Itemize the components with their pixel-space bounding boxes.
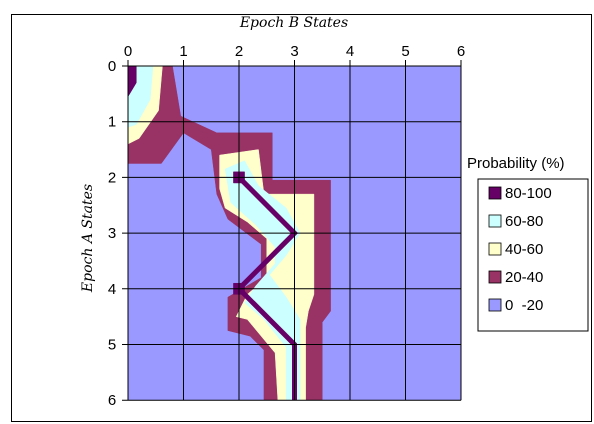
x-axis-title: Epoch B States <box>239 15 348 31</box>
x-tick-label: 5 <box>401 43 409 60</box>
legend-swatch <box>488 270 502 284</box>
y-tick-label: 2 <box>108 169 116 186</box>
y-tick-label: 4 <box>108 281 116 298</box>
y-tick-label: 5 <box>108 337 116 354</box>
legend-label: 80-100 <box>505 185 552 202</box>
x-tick-label: 2 <box>235 43 243 60</box>
y-axis-title: Epoch A States <box>80 184 96 293</box>
legend-label: 60-80 <box>505 213 543 230</box>
chart-frame: 0 1 2 3 4 5 6 0 1 2 3 4 5 6 Epoch B States Epoch A St… <box>11 14 592 422</box>
x-tick-label: 6 <box>457 43 465 60</box>
grid <box>122 60 462 401</box>
x-tick-label: 0 <box>124 43 132 60</box>
legend-swatch <box>488 298 502 312</box>
y-tick-label: 3 <box>108 225 116 242</box>
legend-swatch <box>488 186 502 200</box>
x-tick-label: 3 <box>290 43 298 60</box>
y-tick-label: 1 <box>108 114 116 131</box>
tick-labels: 0 1 2 3 4 5 6 0 1 2 3 4 5 6 <box>108 43 465 409</box>
y-tick-label: 0 <box>108 58 116 75</box>
legend-swatch <box>488 214 502 228</box>
contour-chart: 0 1 2 3 4 5 6 0 1 2 3 4 5 6 Epoch B States Epoch A St… <box>80 15 589 409</box>
legend-label: 20-40 <box>505 269 543 286</box>
x-tick-label: 4 <box>346 43 354 60</box>
legend-title: Probability (%) <box>467 155 565 172</box>
legend-label: 40-60 <box>505 241 543 258</box>
x-tick-label: 1 <box>179 43 187 60</box>
legend-swatch <box>488 242 502 256</box>
y-tick-label: 6 <box>108 392 116 409</box>
legend-label: 0 -20 <box>505 297 543 314</box>
legend: Probability (%) 80-100 60-80 40-60 20-40 0 -… <box>467 155 589 332</box>
